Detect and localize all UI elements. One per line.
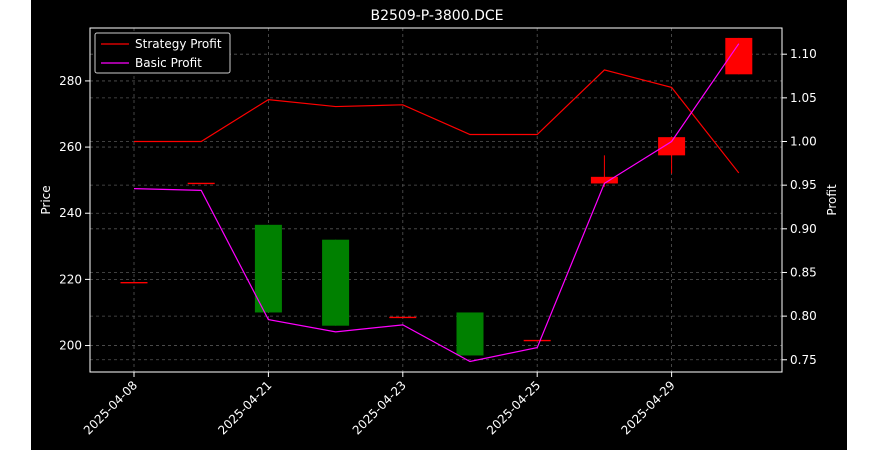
y2-tick-label: 0.90 bbox=[790, 222, 817, 236]
y2-tick-label: 1.10 bbox=[790, 47, 817, 61]
y-tick-label: 220 bbox=[59, 272, 82, 286]
basic-profit-line bbox=[133, 43, 740, 363]
legend: Strategy Profit Basic Profit bbox=[94, 32, 231, 74]
y2-tick-label: 0.80 bbox=[790, 309, 817, 323]
profit-axis: 0.75 0.80 0.85 0.90 0.95 1.00 1.05 1.10 bbox=[782, 47, 817, 367]
y2-axis-label: Profit bbox=[825, 184, 839, 216]
profit-lines bbox=[133, 43, 740, 363]
y-tick-label: 200 bbox=[59, 339, 82, 353]
y2-tick-label: 1.05 bbox=[790, 91, 817, 105]
figure-background bbox=[31, 0, 847, 450]
y2-tick-label: 0.95 bbox=[790, 178, 817, 192]
plot-frame bbox=[89, 27, 783, 373]
y2-tick-label: 0.75 bbox=[790, 353, 817, 367]
candle-body bbox=[254, 224, 282, 313]
strategy-profit-line bbox=[134, 69, 740, 174]
candle-body bbox=[658, 137, 686, 156]
y2-tick-label: 0.85 bbox=[790, 265, 817, 279]
chart-title: B2509-P-3800.DCE bbox=[371, 8, 504, 24]
y-tick-label: 280 bbox=[59, 74, 82, 88]
legend-label-strategy: Strategy Profit bbox=[135, 37, 222, 51]
candle-body bbox=[725, 37, 753, 75]
y-tick-label: 260 bbox=[59, 140, 82, 154]
candle-body bbox=[456, 312, 484, 356]
candle-body bbox=[590, 176, 618, 184]
y-tick-label: 240 bbox=[59, 206, 82, 220]
y-axis-label: Price bbox=[39, 185, 53, 214]
price-axis: 200 220 240 260 280 bbox=[59, 74, 90, 353]
legend-label-basic: Basic Profit bbox=[135, 56, 202, 70]
y2-tick-label: 1.00 bbox=[790, 135, 817, 149]
candles bbox=[120, 37, 753, 356]
candle-body bbox=[322, 239, 350, 326]
